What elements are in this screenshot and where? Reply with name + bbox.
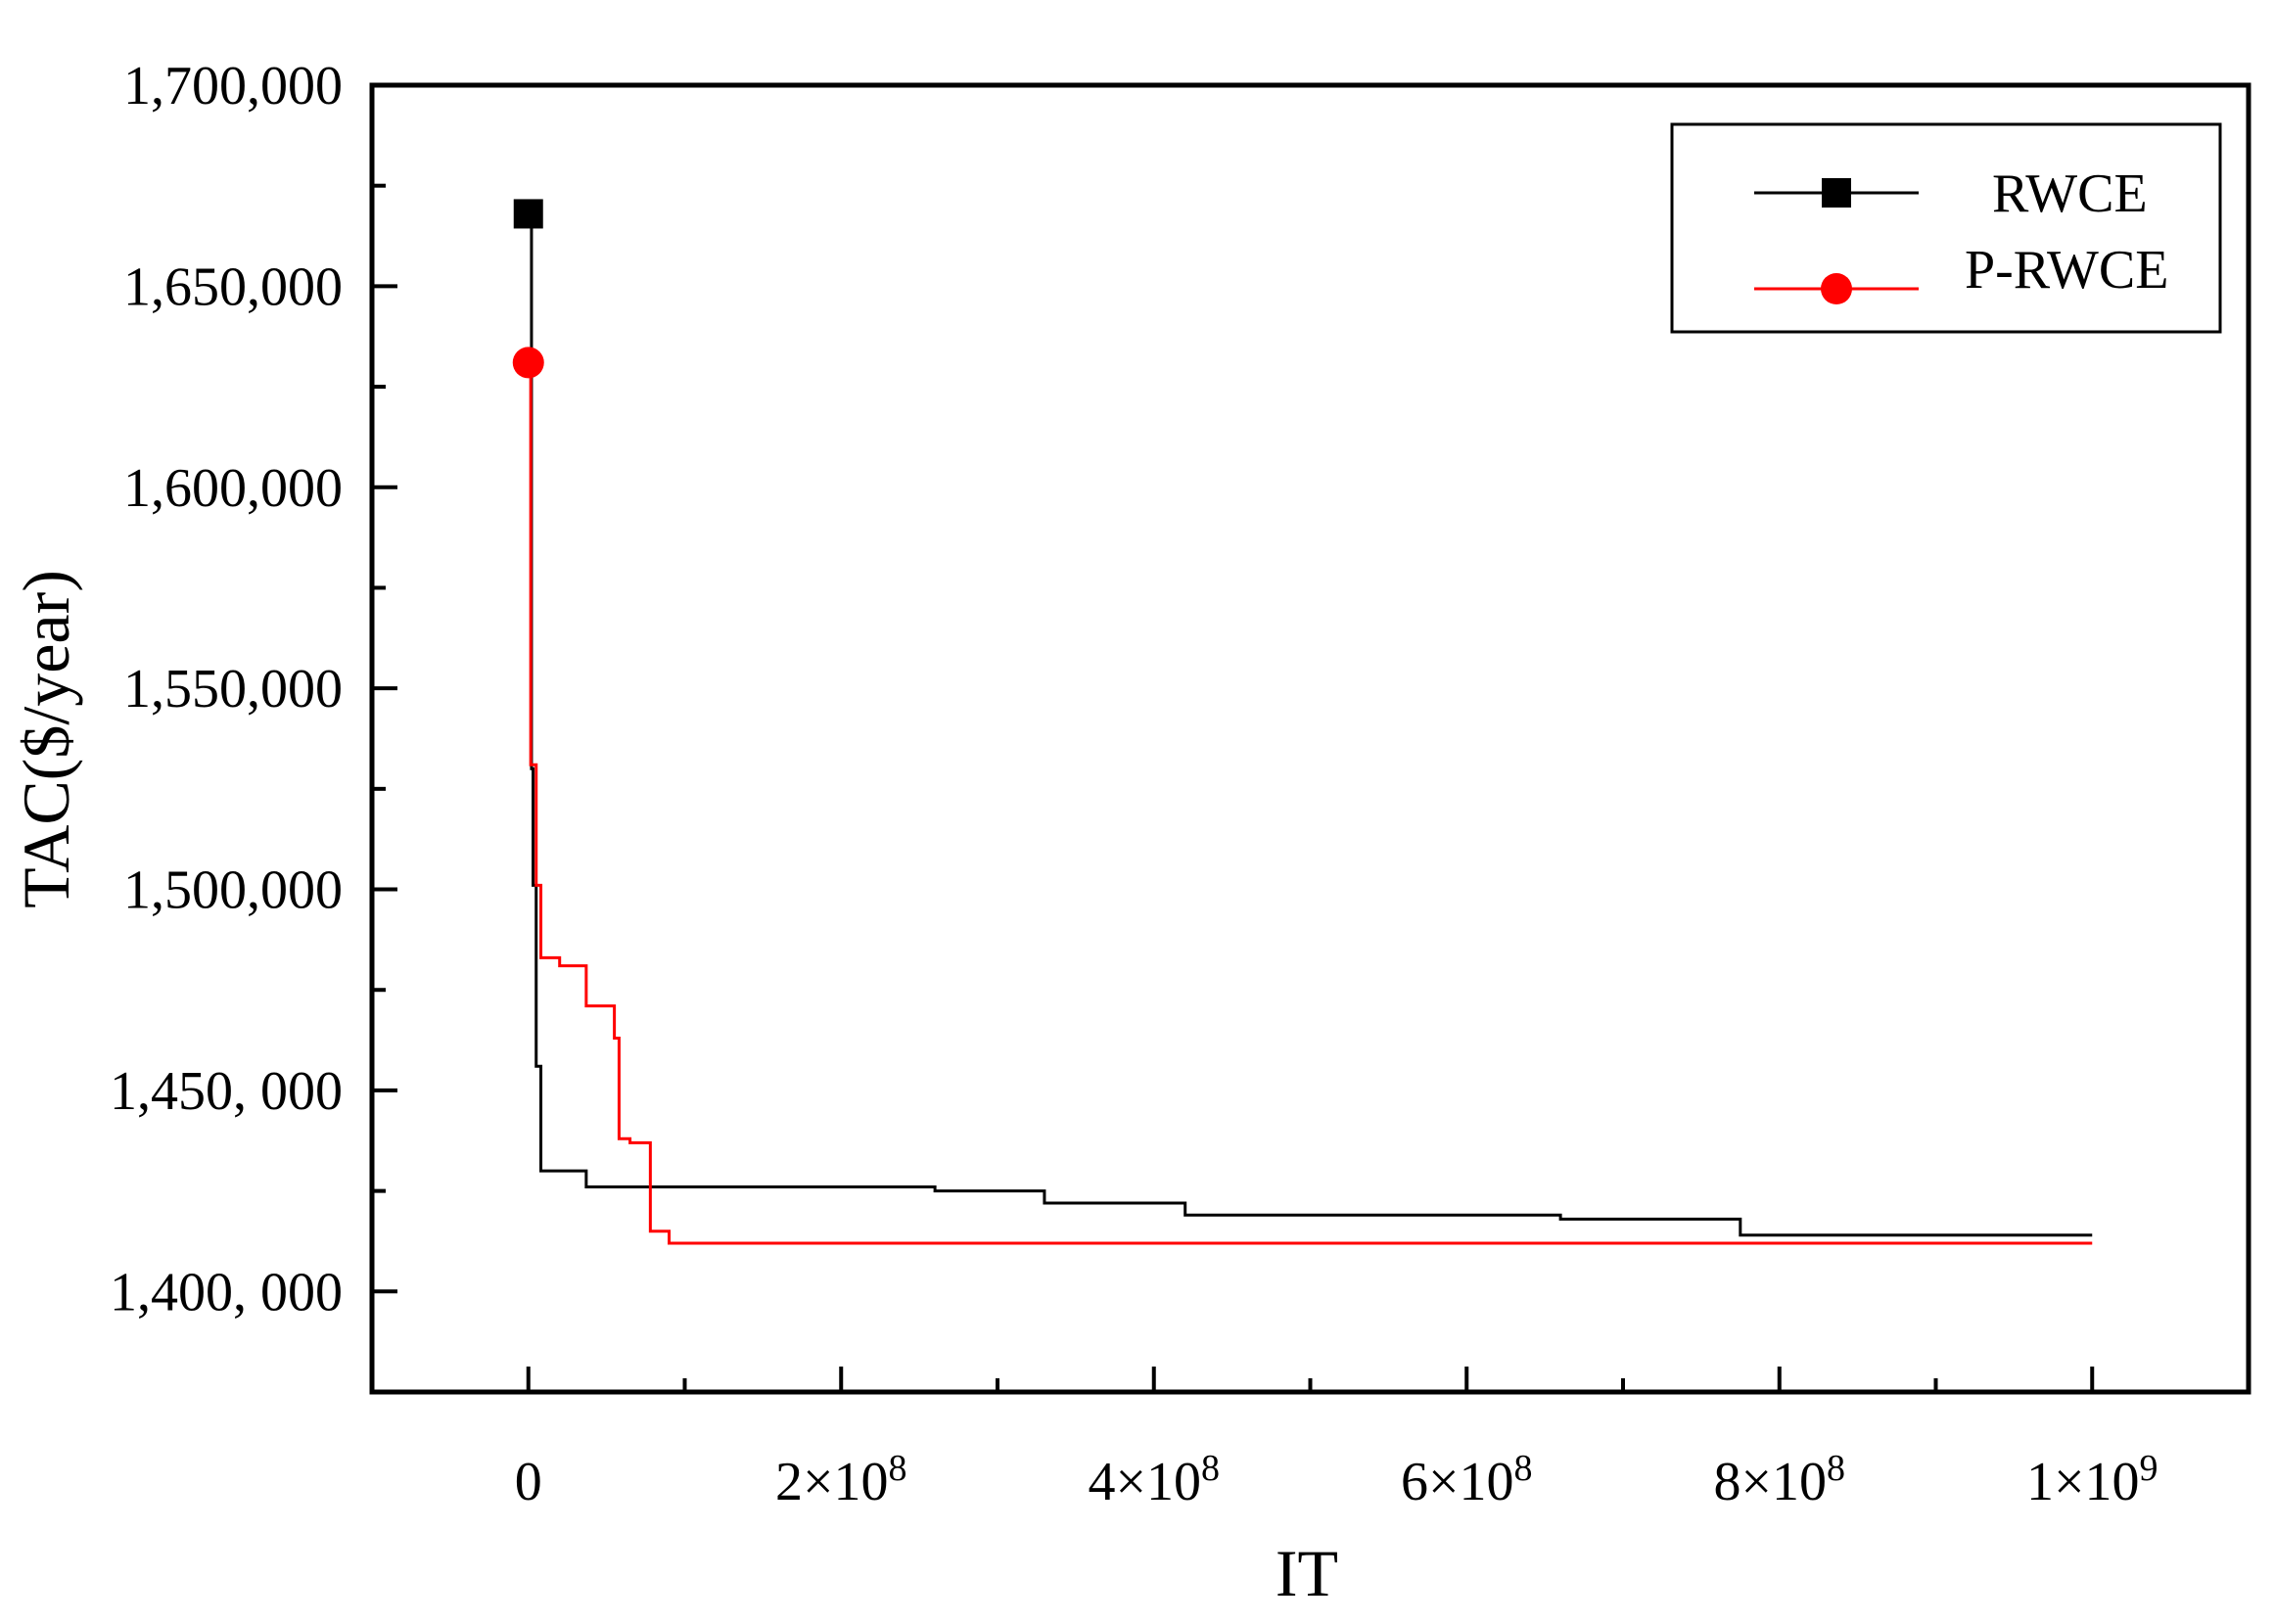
y-tick-label: 1,650,000 [123,256,343,317]
legend-label-rwce: RWCE [1992,163,2148,224]
series-layer [512,199,2093,1245]
x-tick-label: 2×108 [775,1448,907,1512]
y-axis-title: TAC($/year) [9,570,83,908]
y-tick-label: 1,700,000 [123,56,343,116]
y-tick-label: 1,500,000 [123,860,343,921]
x-tick-label: 0 [515,1452,542,1512]
x-tick-label: 4×108 [1088,1448,1220,1512]
series-line-p-rwce [528,360,2093,1245]
legend-label-p-rwce: P-RWCE [1965,240,2168,301]
series-marker-p-rwce [512,347,544,379]
y-tick-label: 1,450, 000 [110,1061,343,1122]
y-axis-ticks: 1,400, 000 1,450, 000 1,500,000 1,550,000 1,… [110,56,397,1322]
series-marker-rwce [513,199,543,229]
x-tick-label: 6×108 [1401,1448,1533,1512]
legend: RWCE P-RWCE [1670,122,2222,334]
legend-marker-p-rwce [1821,273,1852,304]
legend-box [1670,122,2222,334]
series-line-rwce [528,211,2093,1237]
x-tick-label: 8×108 [1713,1448,1845,1512]
x-axis-title: IT [1276,1536,1338,1610]
x-axis-ticks: 0 2×108 4×108 6×108 8×108 1×109 [515,1367,2158,1512]
legend-marker-rwce [1822,178,1851,208]
y-tick-label: 1,550,000 [123,659,343,719]
x-tick-label: 1×109 [2026,1448,2158,1512]
y-tick-label: 1,400, 000 [110,1262,343,1322]
y-tick-label: 1,600,000 [123,458,343,519]
